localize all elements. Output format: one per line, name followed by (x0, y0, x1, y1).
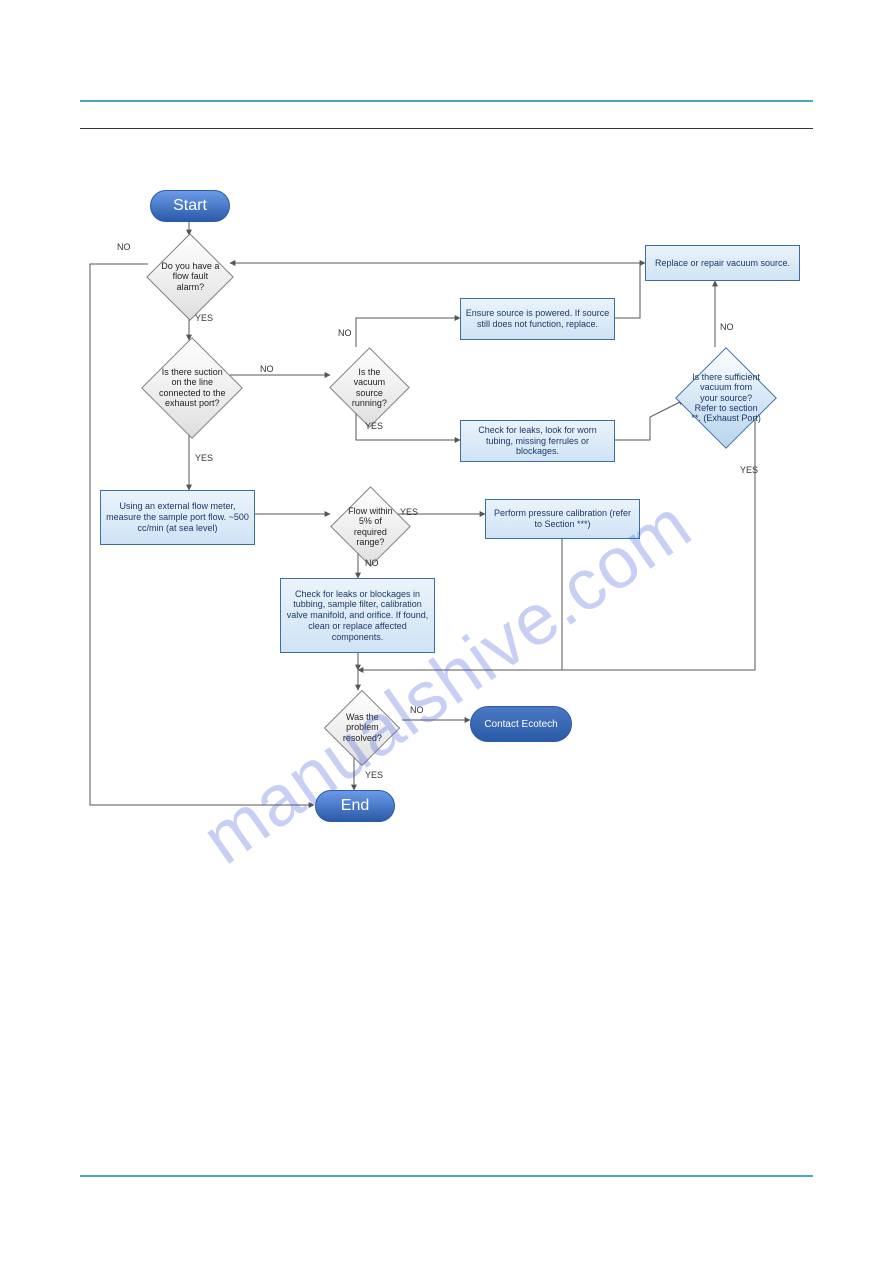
edge-label-e3: YES (195, 313, 213, 323)
node-p_ensure_source: Ensure source is powered. If source stil… (460, 298, 615, 340)
node-p_measure: Using an external flow meter, measure th… (100, 490, 255, 545)
node-p_check_leaks_short: Check for leaks, look for worn tubing, m… (460, 420, 615, 462)
edge-label-e19: YES (365, 770, 383, 780)
edge-e5 (356, 318, 460, 347)
flowchart-canvas: StartDo you have a flow fault alarm?Is t… (90, 180, 820, 880)
edge-label-e17: YES (740, 465, 758, 475)
node-start: Start (150, 190, 230, 222)
edge-label-e11: YES (195, 453, 213, 463)
edge-label-e14: NO (365, 558, 379, 568)
rule-top-black (80, 128, 813, 129)
edge-label-e7: YES (365, 421, 383, 431)
edge-label-e2: NO (117, 242, 131, 252)
node-end: End (315, 790, 395, 822)
node-p_check_leaks_long: Check for leaks or blockages in tubbing,… (280, 578, 435, 653)
node-p_contact: Contact Ecotech (470, 706, 572, 742)
edge-label-e18: NO (410, 705, 424, 715)
node-p_replace_vac: Replace or repair vacuum source. (645, 245, 800, 281)
page: StartDo you have a flow fault alarm?Is t… (0, 0, 893, 1263)
rule-bottom-teal (80, 1175, 813, 1177)
edge-label-e9: NO (720, 322, 734, 332)
edge-label-e5: NO (338, 328, 352, 338)
edge-e8 (615, 400, 684, 440)
rule-top-teal (80, 100, 813, 102)
edge-e6 (615, 263, 645, 318)
edge-label-e4: NO (260, 364, 274, 374)
edge-label-e13: YES (400, 507, 418, 517)
node-p_pressure_cal: Perform pressure calibration (refer to S… (485, 499, 640, 539)
